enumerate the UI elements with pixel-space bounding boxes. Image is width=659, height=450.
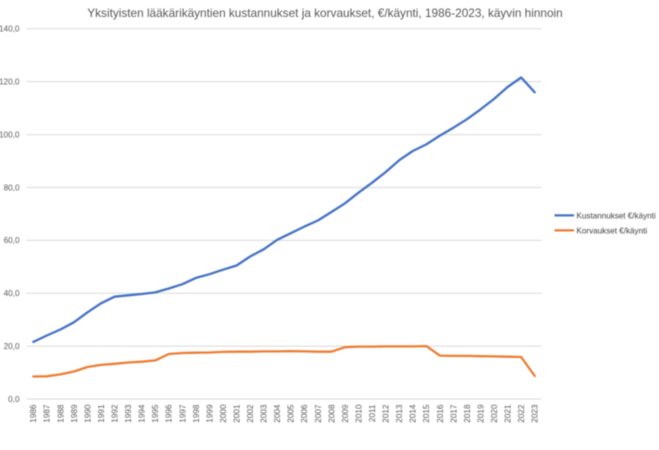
svg-text:2007: 2007 bbox=[314, 404, 323, 423]
svg-text:2016: 2016 bbox=[436, 404, 445, 423]
svg-text:2021: 2021 bbox=[504, 404, 513, 423]
svg-text:0,0: 0,0 bbox=[8, 395, 20, 404]
svg-text:40,0: 40,0 bbox=[4, 289, 20, 298]
svg-text:Kustannukset €/käynti: Kustannukset €/käynti bbox=[577, 211, 656, 220]
svg-text:2014: 2014 bbox=[409, 404, 418, 423]
svg-text:1998: 1998 bbox=[192, 404, 201, 423]
svg-text:120,0: 120,0 bbox=[0, 78, 20, 87]
svg-text:2005: 2005 bbox=[287, 404, 296, 423]
svg-text:100,0: 100,0 bbox=[0, 130, 20, 139]
svg-text:140,0: 140,0 bbox=[0, 25, 20, 34]
svg-text:2000: 2000 bbox=[219, 404, 228, 423]
svg-text:2020: 2020 bbox=[490, 404, 499, 423]
svg-text:1992: 1992 bbox=[110, 404, 119, 423]
svg-text:2015: 2015 bbox=[422, 404, 431, 423]
svg-text:Korvaukset €/käynti: Korvaukset €/käynti bbox=[577, 226, 648, 235]
svg-text:1990: 1990 bbox=[83, 404, 92, 423]
svg-text:1996: 1996 bbox=[165, 404, 174, 423]
svg-text:2002: 2002 bbox=[246, 404, 255, 423]
svg-text:1986: 1986 bbox=[29, 404, 38, 423]
svg-text:Yksityisten lääkärikäyntien ku: Yksityisten lääkärikäyntien kustannukset… bbox=[87, 6, 562, 20]
svg-text:1987: 1987 bbox=[43, 404, 52, 423]
svg-text:1991: 1991 bbox=[97, 404, 106, 423]
svg-text:80,0: 80,0 bbox=[4, 183, 20, 192]
svg-text:1988: 1988 bbox=[56, 404, 65, 423]
svg-text:2022: 2022 bbox=[517, 404, 526, 423]
svg-text:2009: 2009 bbox=[341, 404, 350, 423]
svg-text:2008: 2008 bbox=[327, 404, 336, 423]
svg-text:2004: 2004 bbox=[273, 404, 282, 423]
svg-text:1995: 1995 bbox=[151, 404, 160, 423]
svg-text:2012: 2012 bbox=[382, 404, 391, 423]
svg-text:2011: 2011 bbox=[368, 404, 377, 422]
svg-text:2013: 2013 bbox=[395, 404, 404, 423]
svg-text:1989: 1989 bbox=[70, 404, 79, 423]
svg-text:2001: 2001 bbox=[232, 404, 241, 423]
svg-text:1994: 1994 bbox=[138, 404, 147, 423]
svg-text:20,0: 20,0 bbox=[4, 342, 20, 351]
svg-text:2019: 2019 bbox=[476, 404, 485, 423]
svg-text:2017: 2017 bbox=[449, 404, 458, 423]
svg-text:2010: 2010 bbox=[354, 404, 363, 423]
svg-text:2003: 2003 bbox=[260, 404, 269, 423]
svg-text:2006: 2006 bbox=[300, 404, 309, 423]
svg-text:1999: 1999 bbox=[205, 404, 214, 423]
svg-text:2018: 2018 bbox=[463, 404, 472, 423]
svg-text:1993: 1993 bbox=[124, 404, 133, 423]
svg-text:2023: 2023 bbox=[531, 404, 540, 423]
svg-text:60,0: 60,0 bbox=[4, 236, 20, 245]
svg-text:1997: 1997 bbox=[178, 404, 187, 423]
